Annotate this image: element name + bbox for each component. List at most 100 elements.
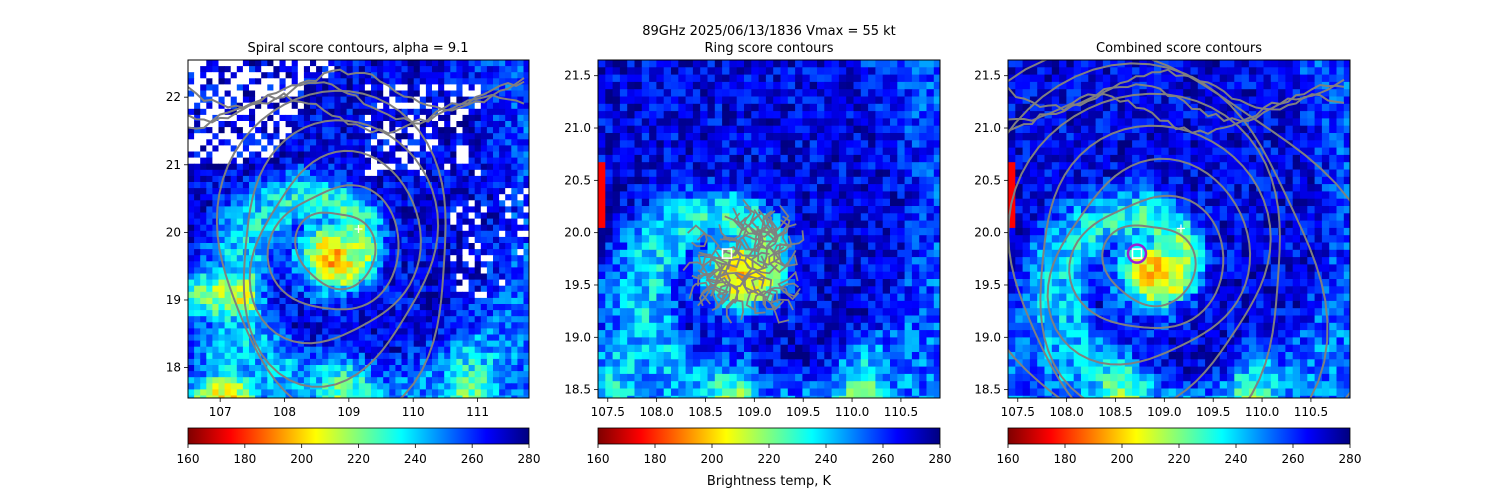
x-tick-label: 109 (337, 405, 360, 419)
colorbar-tick-label: 180 (644, 452, 667, 466)
contour-line (1039, 124, 1272, 398)
contour-line (1101, 224, 1197, 308)
x-tick-label: 109.0 (1147, 405, 1181, 419)
contour-line (242, 119, 440, 388)
contour-line (778, 282, 800, 301)
contour-line (682, 261, 708, 280)
x-tick-label: 108.0 (639, 405, 673, 419)
colorbar-tick-label: 240 (404, 452, 427, 466)
colorbar-ring: 160 180 200 220 240 260 280 (587, 427, 952, 466)
x-tick-label: 107 (209, 405, 232, 419)
x-tick-label: 108.5 (688, 405, 722, 419)
contour-line (1008, 62, 1329, 398)
contour-line (773, 243, 797, 268)
x-tick-label: 110 (402, 405, 425, 419)
y-tick-label: 19.5 (974, 278, 1001, 292)
colorbar-tick-label: 280 (518, 452, 541, 466)
x-axis-combined: 107.5 108.0 108.5 109.0 109.5 110.0 110.5 (1001, 398, 1328, 419)
contour-line (188, 92, 525, 135)
contour-line (698, 258, 723, 284)
contour-line (718, 236, 743, 257)
colorbar-ticks: 160 180 200 220 240 260 280 (177, 444, 541, 466)
score-contours (188, 68, 525, 398)
colorbar-tick-label: 260 (1282, 452, 1305, 466)
colorbar-tick-label: 240 (815, 452, 838, 466)
colorbar-gradient (1007, 427, 1351, 445)
x-axis-ring: 107.5 108.0 108.5 109.0 109.5 110.0 110.5 (591, 398, 918, 419)
colorbar-tick-label: 280 (1339, 452, 1362, 466)
x-tick-label: 109.0 (737, 405, 771, 419)
best-track-plus-marker (354, 225, 363, 233)
colorbar-tick-label: 280 (929, 452, 952, 466)
map-image-combined (1008, 60, 1350, 398)
panel-ring: Ring score contours 107.5 108.0 108.5 109.0… (564, 41, 941, 419)
y-tick-label: 19 (166, 293, 181, 307)
map-image-ring (598, 60, 940, 398)
y-tick-label: 19.0 (564, 330, 591, 344)
y-tick-label: 22 (166, 90, 181, 104)
y-tick-label: 21.5 (564, 69, 591, 83)
figure-suptitle: 89GHz 2025/06/13/1836 Vmax = 55 kt (642, 24, 896, 39)
x-tick-label: 107.5 (591, 405, 625, 419)
colorbar-tick-label: 220 (1168, 452, 1191, 466)
x-tick-label: 110.5 (884, 405, 918, 419)
y-tick-label: 21.5 (974, 69, 1001, 83)
colorbar-tick-label: 160 (997, 452, 1020, 466)
contour-line (1068, 194, 1225, 330)
best-track-plus-marker (1176, 224, 1185, 233)
contour-line (777, 243, 798, 268)
y-axis-combined: 18.5 19.0 19.5 20.0 20.5 21.0 21.5 (974, 69, 1008, 397)
y-tick-label: 19.5 (564, 278, 591, 292)
y-tick-label: 18 (166, 361, 181, 375)
x-tick-label: 110.0 (835, 405, 869, 419)
colorbar-tick-label: 200 (701, 452, 724, 466)
y-axis-ring: 18.5 19.0 19.5 20.0 20.5 21.0 21.5 (564, 69, 598, 397)
contour-line (188, 80, 525, 124)
contour-line (248, 149, 422, 345)
panel-spiral: Spiral score contours, alpha = 9.1 107 10… (166, 41, 530, 419)
panel-title-spiral: Spiral score contours, alpha = 9.1 (247, 41, 468, 56)
contour-line (294, 211, 377, 291)
contour-line (745, 288, 767, 312)
colorbar-spiral: 160 180 200 220 240 260 280 (177, 427, 541, 466)
x-tick-label: 111 (466, 405, 489, 419)
y-tick-label: 20.0 (974, 226, 1001, 240)
axes-frame-combined (1007, 59, 1351, 399)
x-tick-label: 108.5 (1098, 405, 1132, 419)
square-center-marker (1131, 248, 1143, 259)
colorbar-tick-label: 200 (290, 452, 313, 466)
colorbar-tick-label: 240 (1225, 452, 1248, 466)
x-tick-label: 107.5 (1001, 405, 1035, 419)
y-tick-label: 20.5 (974, 173, 1001, 187)
y-tick-label: 21.0 (974, 121, 1001, 135)
colorbar-ticks: 160 180 200 220 240 260 280 (587, 444, 952, 466)
y-axis-spiral: 18 19 20 21 22 (166, 90, 188, 375)
contour-line (697, 271, 721, 294)
contour-line (765, 286, 789, 310)
axes-frame-ring (597, 59, 941, 399)
contour-line (718, 215, 745, 242)
y-tick-label: 18.5 (974, 383, 1001, 397)
contour-line (734, 234, 758, 257)
axes-frame-spiral (187, 59, 530, 399)
score-contours (682, 199, 805, 324)
x-tick-label: 109.5 (1196, 405, 1230, 419)
x-tick-label: 108.0 (1049, 405, 1083, 419)
map-image-spiral (188, 60, 529, 398)
contour-line (1008, 93, 1345, 135)
contour-line (700, 283, 729, 309)
colorbar-gradient (597, 427, 941, 445)
y-tick-label: 19.0 (974, 330, 1001, 344)
colorbar-ticks: 160 180 200 220 240 260 280 (997, 444, 1362, 466)
y-tick-label: 20.5 (564, 173, 591, 187)
contour-line (1008, 60, 1350, 398)
colorbar-tick-label: 260 (461, 452, 484, 466)
colorbar-tick-label: 180 (1054, 452, 1077, 466)
colorbar-tick-label: 180 (233, 452, 256, 466)
contour-line (1008, 83, 1345, 123)
contour-line (687, 224, 708, 248)
colorbar-gradient (187, 427, 530, 445)
colorbar-tick-label: 160 (177, 452, 200, 466)
contour-line (710, 276, 732, 306)
